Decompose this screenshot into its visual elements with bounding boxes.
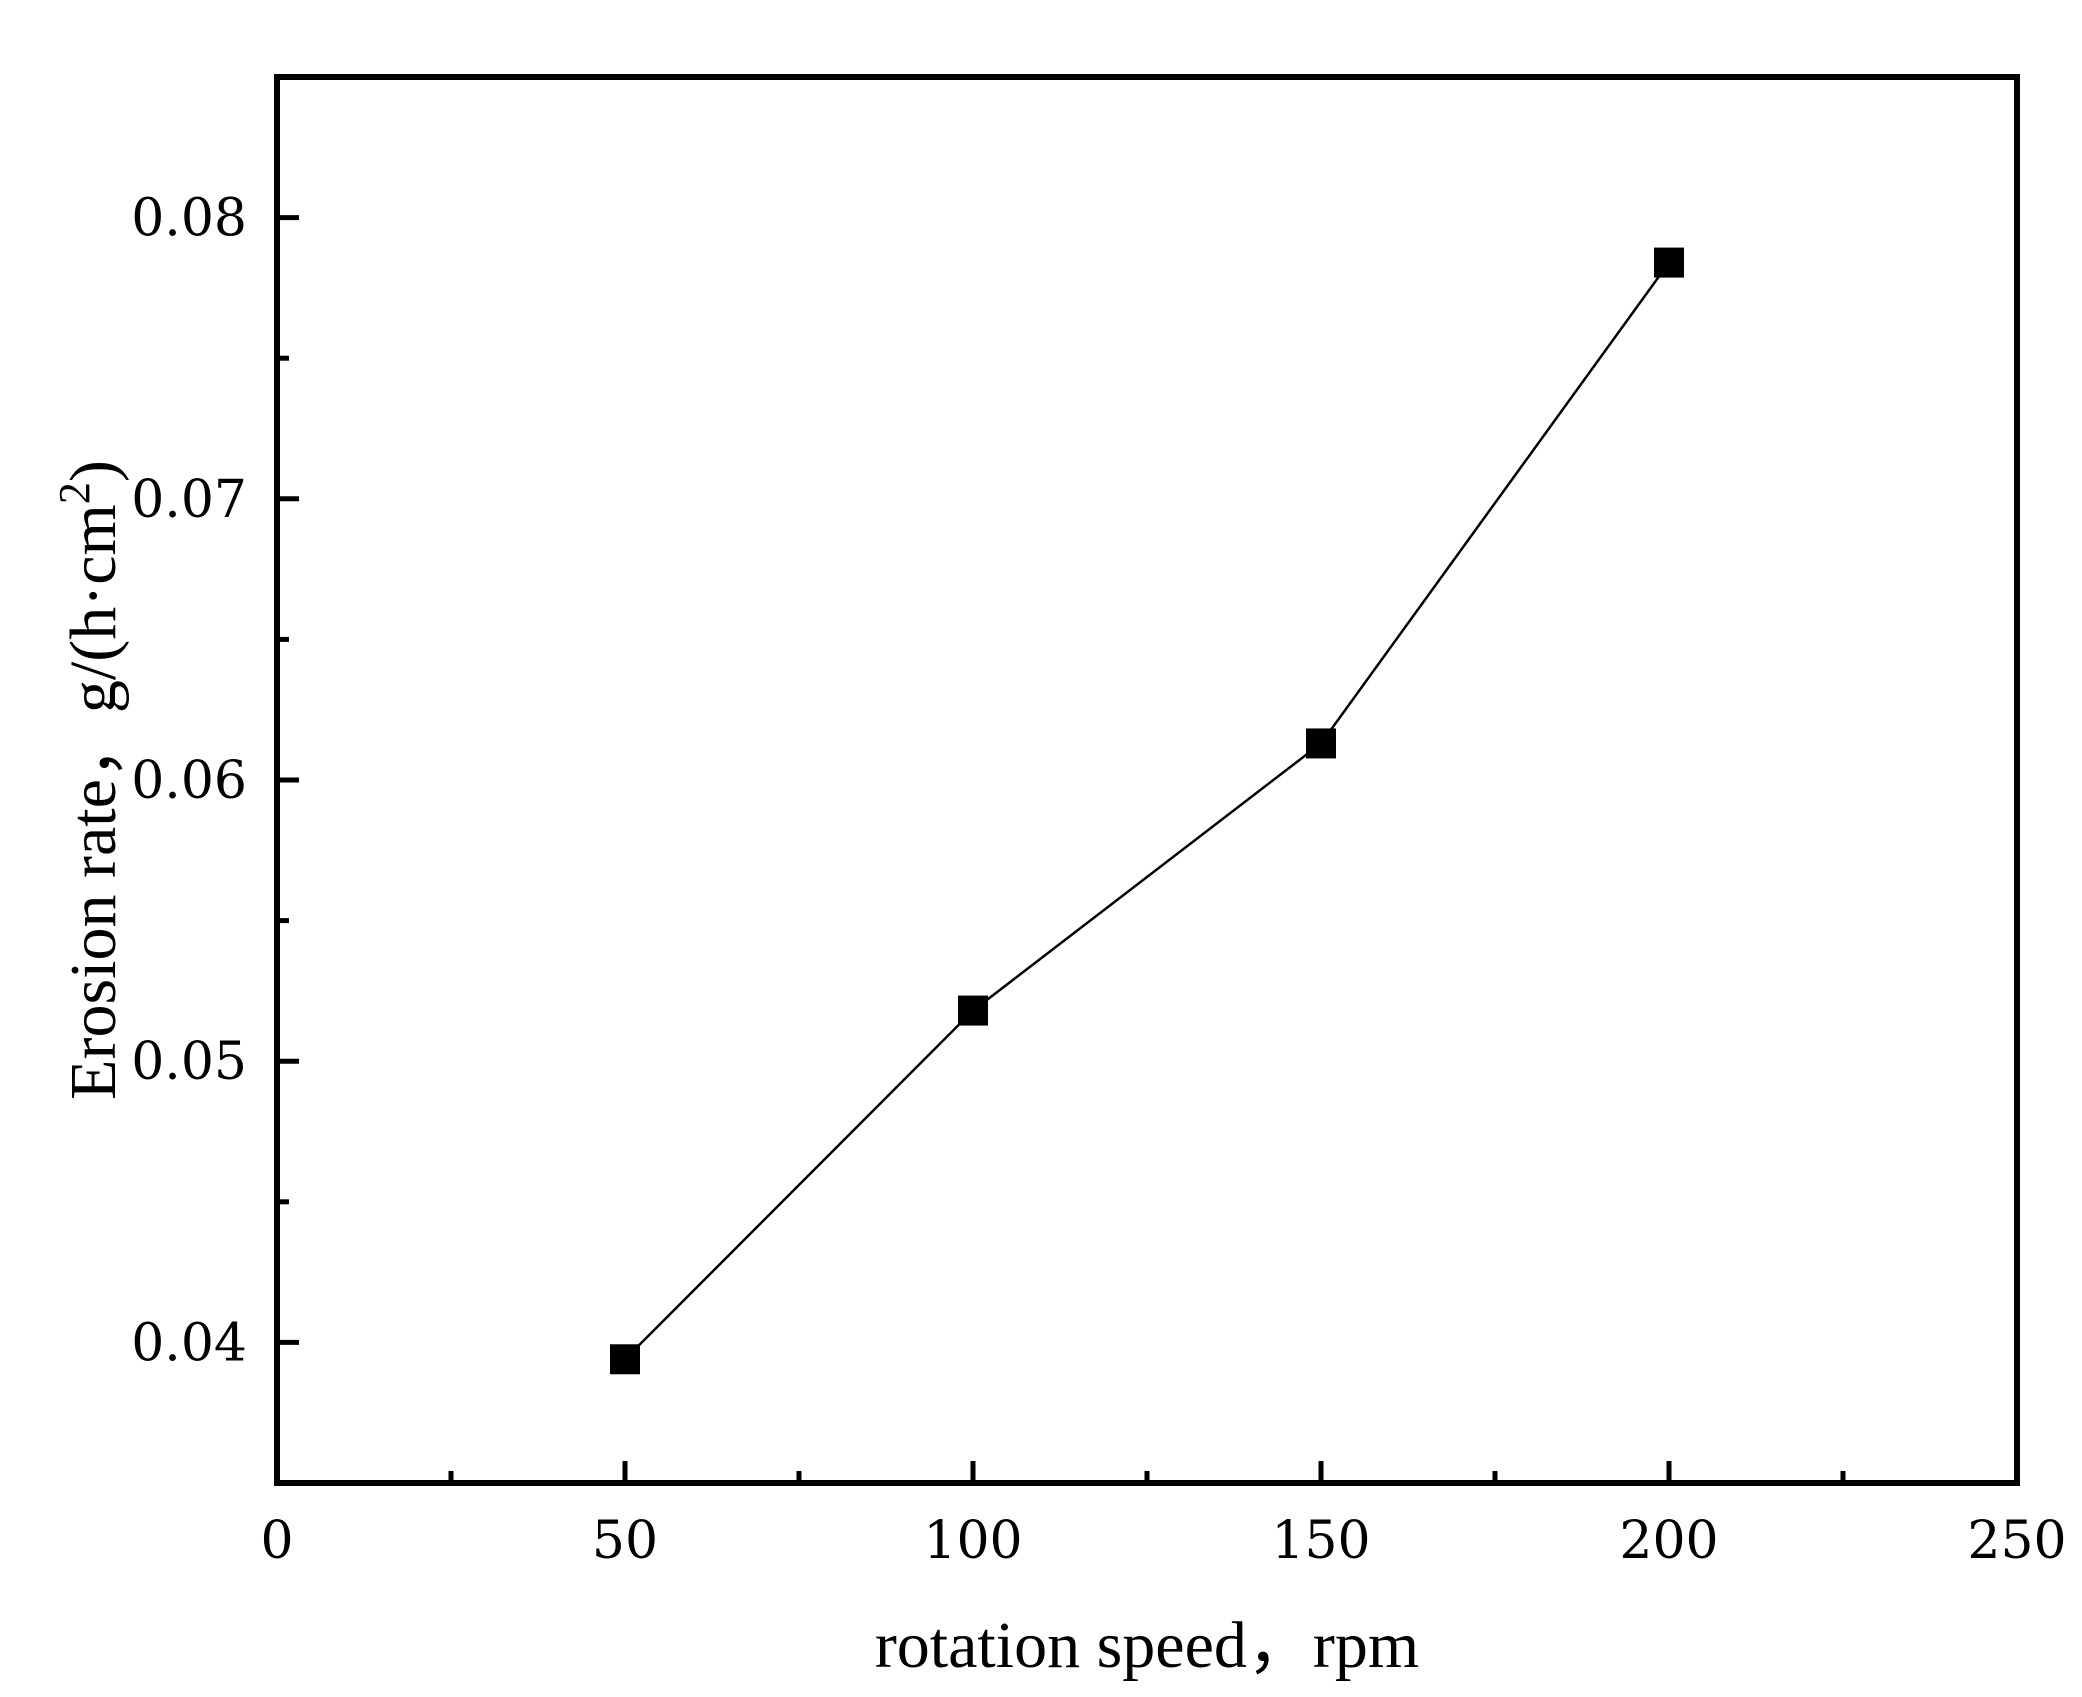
data-point (1654, 247, 1684, 278)
series-group (610, 247, 1684, 1375)
x-tick-label: 0 (260, 1511, 293, 1571)
data-point (610, 1344, 640, 1375)
y-tick-label: 0.04 (131, 1313, 247, 1373)
y-tick-label: 0.08 (131, 189, 247, 249)
x-tick-label: 250 (1967, 1511, 2066, 1571)
y-tick-label: 0.06 (131, 751, 247, 811)
y-tick-label: 0.05 (131, 1032, 247, 1092)
x-axis-title: rotation speed，rpm (875, 1609, 1419, 1682)
x-tick-label: 150 (1271, 1511, 1370, 1571)
data-point (1306, 728, 1336, 759)
y-axis-title-suffix: ) (57, 460, 130, 482)
x-axis-ticks: 0 50 100 150 200 250 (260, 1461, 2067, 1571)
data-point (958, 995, 988, 1026)
y-axis-ticks: 0.04 0.05 0.06 0.07 0.08 (131, 189, 299, 1373)
plot-frame (274, 74, 2020, 1486)
x-tick-label: 100 (923, 1511, 1022, 1571)
y-axis-title-superscript: 2 (50, 482, 99, 504)
x-tick-label: 200 (1619, 1511, 1718, 1571)
y-tick-label: 0.07 (131, 470, 247, 530)
y-axis-title-main: Erosion rate，g/(h·cm (57, 504, 130, 1100)
x-tick-label: 50 (592, 1511, 658, 1571)
y-axis-title: Erosion rate，g/(h·cm2) (50, 460, 130, 1100)
series-line (624, 261, 1671, 1361)
